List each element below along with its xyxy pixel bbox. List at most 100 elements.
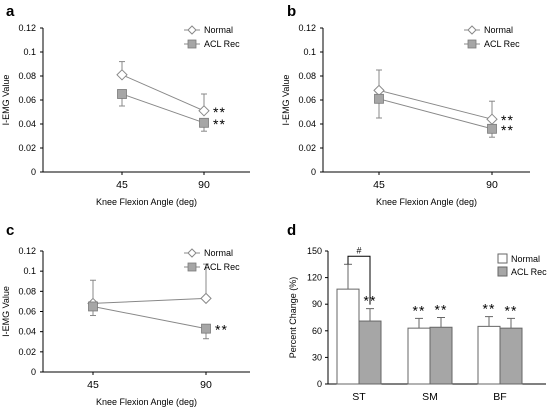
panel-letter-d: d [287, 222, 296, 239]
y-tick-label: 0.1 [303, 47, 316, 57]
category-label: SM [422, 391, 438, 403]
legend-label: Normal [511, 254, 540, 264]
y-tick-label: 0.02 [298, 143, 316, 153]
series-line-normal [378, 89, 493, 120]
y-tick-label: 0.08 [298, 71, 316, 81]
data-point-acl-rec [374, 93, 384, 104]
panel-letter-c: c [6, 222, 14, 239]
y-tick-label: 0.1 [23, 266, 36, 276]
y-tick-label: 0.12 [18, 246, 36, 256]
y-axis-label: I-EMG Value [1, 75, 11, 126]
panel-letter-a: a [6, 3, 15, 20]
series-line-normal [92, 297, 207, 304]
y-tick-label: 60 [312, 326, 322, 336]
x-tick-label: 45 [116, 179, 128, 191]
category-label: ST [352, 391, 366, 403]
significance-marker: ** [435, 302, 448, 318]
x-tick-label: 90 [198, 179, 210, 191]
y-axis-label: Percent Change (%) [288, 277, 298, 359]
x-tick-label: 90 [486, 179, 498, 191]
x-tick-label: 90 [200, 379, 212, 391]
x-axis-label: Knee Flexion Angle (deg) [96, 397, 197, 407]
y-tick-label: 0 [311, 167, 316, 177]
y-tick-label: 0.06 [18, 95, 36, 105]
legend-label: ACL Rec [484, 39, 520, 49]
legend-swatch [497, 266, 508, 277]
significance-bracket [347, 255, 371, 305]
legend-label: ACL Rec [204, 39, 240, 49]
legend-marker-acl-rec [187, 262, 197, 272]
data-point-normal [116, 69, 128, 81]
legend-marker-normal [187, 25, 197, 35]
significance-marker: ** [413, 302, 426, 318]
significance-marker: ** [215, 322, 228, 338]
y-tick-label: 30 [312, 352, 322, 362]
legend-label: Normal [484, 25, 513, 35]
series-line-normal [121, 74, 205, 112]
y-tick-label: 0 [31, 367, 36, 377]
x-axis-label: Knee Flexion Angle (deg) [96, 197, 197, 207]
legend-marker-acl-rec [467, 39, 477, 49]
bar-acl-rec [358, 320, 382, 385]
legend-marker-normal [187, 248, 197, 258]
y-axis-label: I-EMG Value [1, 286, 11, 337]
y-tick-label: 0 [317, 379, 322, 389]
y-tick-label: 120 [307, 273, 322, 283]
legend-label: ACL Rec [204, 262, 240, 272]
y-axis-label: I-EMG Value [281, 75, 291, 126]
x-tick-label: 45 [373, 179, 385, 191]
bracket-label: # [356, 245, 361, 255]
bar-acl-rec [429, 326, 453, 385]
panel-b: b 0 0.02 0.04 0.06 0.08 0.1 0.12 45 90 Knee Flexio… [281, 3, 530, 207]
series-line-acl-rec [378, 98, 493, 130]
y-tick-label: 0.1 [23, 47, 36, 57]
bar-acl-rec [499, 327, 523, 385]
y-tick-label: 0.08 [18, 71, 36, 81]
y-tick-label: 0.12 [18, 23, 36, 33]
y-tick-label: 0.04 [298, 119, 316, 129]
y-tick-label: 0.08 [18, 286, 36, 296]
legend-label: Normal [204, 248, 233, 258]
y-tick-label: 0.06 [18, 307, 36, 317]
data-point-acl-rec [487, 123, 497, 134]
category-label: BF [493, 391, 506, 403]
bar-normal [336, 288, 360, 385]
data-point-acl-rec [88, 301, 98, 312]
significance-marker: ** [501, 112, 514, 128]
bar-normal [407, 327, 431, 385]
y-tick-label: 0 [31, 167, 36, 177]
legend-marker-normal [467, 25, 477, 35]
y-tick-label: 0.02 [18, 143, 36, 153]
x-axis-label: Knee Flexion Angle (deg) [376, 197, 477, 207]
y-tick-label: 0.12 [298, 23, 316, 33]
panel-d: d 0 30 60 90 120 150 Percent Change (%) ST SM BF **… [287, 222, 547, 403]
data-point-normal [198, 105, 210, 117]
significance-marker: ** [505, 302, 518, 318]
data-point-acl-rec [117, 89, 127, 99]
data-point-acl-rec [201, 323, 211, 334]
significance-marker: ** [501, 122, 514, 138]
legend-label: ACL Rec [511, 267, 547, 277]
data-point-acl-rec [199, 117, 209, 128]
legend-marker-acl-rec [187, 39, 197, 49]
y-tick-label: 0.04 [18, 327, 36, 337]
legend-label: Normal [204, 25, 233, 35]
y-tick-label: 0.06 [298, 95, 316, 105]
data-point-normal [486, 113, 498, 125]
y-tick-label: 0.04 [18, 119, 36, 129]
x-tick-label: 45 [87, 379, 99, 391]
significance-marker: ** [213, 104, 226, 120]
series-line-acl-rec [92, 305, 207, 330]
significance-marker: ** [213, 116, 226, 132]
significance-marker: ** [483, 301, 496, 317]
y-tick-label: 0.02 [18, 347, 36, 357]
series-line-acl-rec [121, 93, 205, 124]
y-tick-label: 150 [307, 246, 322, 256]
panel-letter-b: b [287, 3, 296, 20]
bar-normal [477, 325, 501, 385]
data-point-normal [200, 292, 212, 305]
data-point-normal [373, 84, 385, 97]
